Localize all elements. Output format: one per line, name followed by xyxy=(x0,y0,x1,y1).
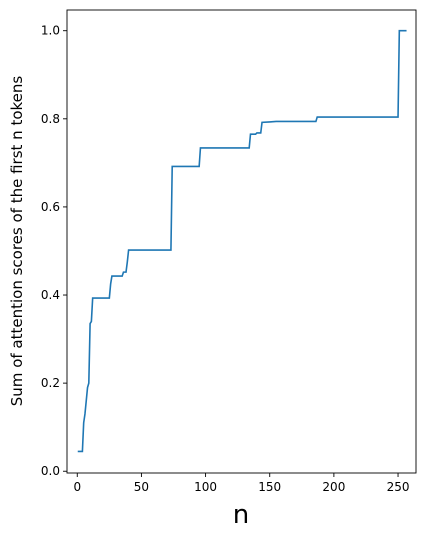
x-axis-label: n xyxy=(233,500,249,530)
y-tick-label: 1.0 xyxy=(41,24,60,38)
x-tick-label: 250 xyxy=(387,480,410,494)
x-tick-label: 150 xyxy=(258,480,281,494)
y-axis-label: Sum of attention scores of the first n t… xyxy=(8,76,26,407)
y-tick-label: 0.0 xyxy=(41,464,60,478)
x-tick-label: 100 xyxy=(194,480,217,494)
plot-area xyxy=(67,10,416,473)
y-tick-label: 0.4 xyxy=(41,288,60,302)
x-tick-label: 200 xyxy=(322,480,345,494)
y-tick-label: 0.6 xyxy=(41,200,60,214)
y-tick-label: 0.8 xyxy=(41,112,60,126)
x-tick-label: 0 xyxy=(73,480,81,494)
y-tick-label: 0.2 xyxy=(41,376,60,390)
series-line xyxy=(77,29,407,453)
x-tick-label: 50 xyxy=(134,480,149,494)
series-layer xyxy=(77,29,407,453)
plot-frame xyxy=(66,9,417,474)
axes-layer: 0 50 100 150 200 250 0.0 0.2 0.4 0.6 0.8 1.0 xyxy=(41,24,410,494)
